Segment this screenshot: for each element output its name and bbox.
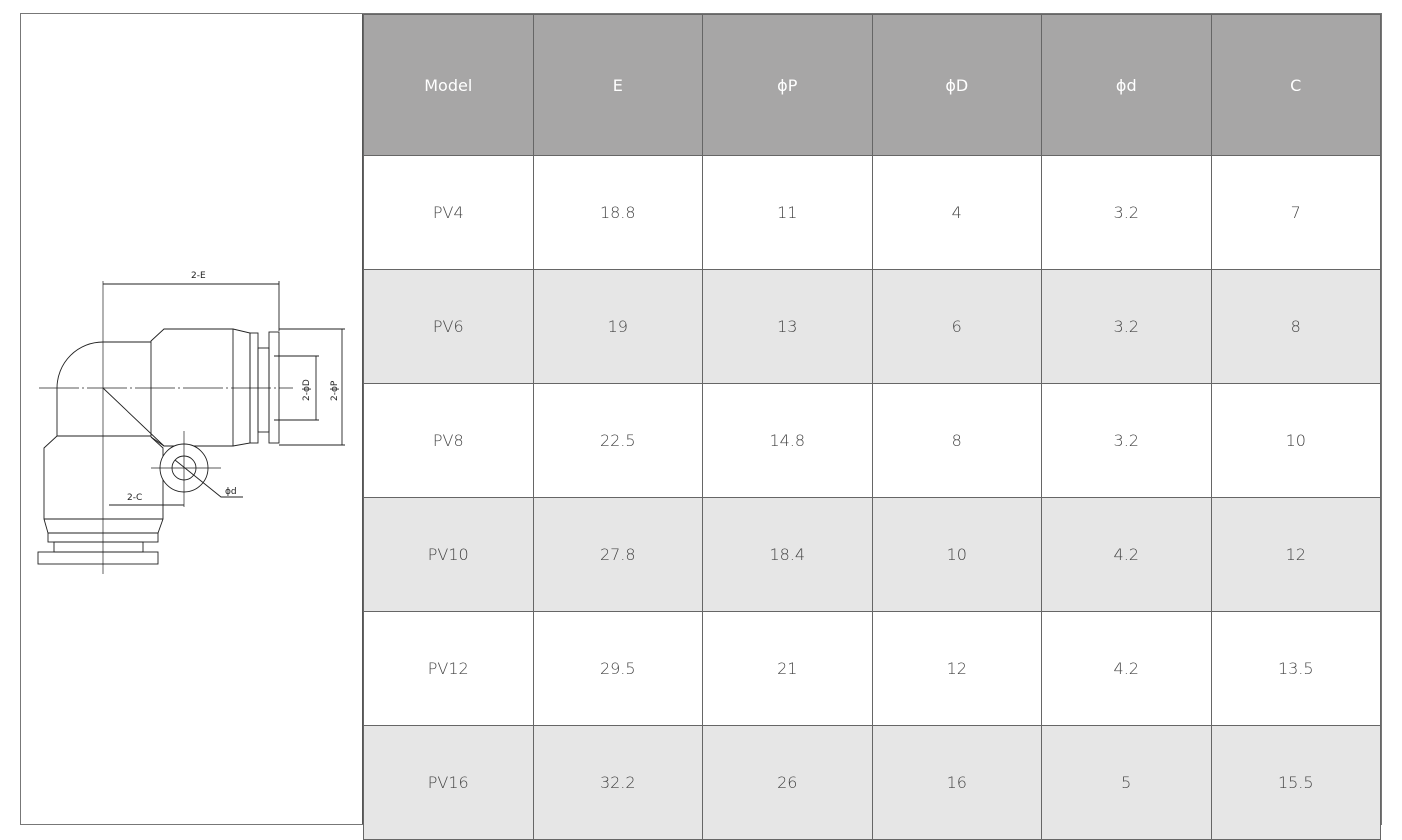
- table-cell: 7: [1210, 155, 1381, 270]
- table-cell: 18.8: [532, 155, 703, 270]
- table-cell: 19: [532, 269, 703, 384]
- table-cell: 16: [871, 725, 1042, 840]
- header-e: E: [532, 14, 703, 156]
- table-cell: 4.2: [1041, 497, 1212, 612]
- table-row: PV6 19 13 6 3.2 8: [363, 269, 1381, 384]
- table-cell: PV10: [363, 497, 534, 612]
- header-d-inner: ϕd: [1041, 14, 1212, 156]
- table-cell: 3.2: [1041, 269, 1212, 384]
- table-cell: PV6: [363, 269, 534, 384]
- table-cell: 29.5: [532, 611, 703, 726]
- dimension-table: Model E ϕP ϕD ϕd C PV4 18.8 11 4 3.2 7 PV6 19 13…: [363, 14, 1381, 840]
- table-cell: PV12: [363, 611, 534, 726]
- spec-frame: 2-E 2-ϕD 2-ϕP: [20, 13, 1382, 840]
- table-cell: 11: [702, 155, 873, 270]
- table-cell: 21: [702, 611, 873, 726]
- table-cell: 14.8: [702, 383, 873, 498]
- table-cell: 4.2: [1041, 611, 1212, 726]
- dim-label-c: 2-C: [127, 493, 142, 503]
- table-cell: 4: [871, 155, 1042, 270]
- table-cell: 10: [1210, 383, 1381, 498]
- elbow-fitting-drawing: 2-E 2-ϕD 2-ϕP: [37, 271, 345, 574]
- header-d-outer: ϕD: [871, 14, 1042, 156]
- table-cell: PV8: [363, 383, 534, 498]
- table-row: PV10 27.8 18.4 10 4.2 12: [363, 497, 1381, 612]
- technical-drawing-cell: 2-E 2-ϕD 2-ϕP: [21, 14, 363, 824]
- table-header-row: Model E ϕP ϕD ϕd C: [363, 14, 1381, 156]
- dim-label-e: 2-E: [191, 271, 206, 281]
- table-cell: 8: [871, 383, 1042, 498]
- table-cell: 3.2: [1041, 155, 1212, 270]
- table-cell: PV16: [363, 725, 534, 840]
- table-cell: PV4: [363, 155, 534, 270]
- table-cell: 18.4: [702, 497, 873, 612]
- table-row: PV16 32.2 26 16 5 15.5: [363, 725, 1381, 840]
- dim-label-d-inner: ϕd: [225, 487, 237, 497]
- table-cell: 26: [702, 725, 873, 840]
- table-cell: 13: [702, 269, 873, 384]
- table-cell: 12: [871, 611, 1042, 726]
- table-cell: 32.2: [532, 725, 703, 840]
- table-cell: 12: [1210, 497, 1381, 612]
- table-cell: 13.5: [1210, 611, 1381, 726]
- table-cell: 15.5: [1210, 725, 1381, 840]
- header-model: Model: [363, 14, 534, 156]
- dim-label-d-outer: 2-ϕD: [302, 379, 312, 401]
- table-cell: 27.8: [532, 497, 703, 612]
- dim-label-p: 2-ϕP: [330, 380, 340, 401]
- table-cell: 6: [871, 269, 1042, 384]
- table-cell: 5: [1041, 725, 1212, 840]
- header-p: ϕP: [702, 14, 873, 156]
- table-cell: 22.5: [532, 383, 703, 498]
- table-row: PV4 18.8 11 4 3.2 7: [363, 155, 1381, 270]
- table-cell: 10: [871, 497, 1042, 612]
- header-c: C: [1210, 14, 1381, 156]
- table-row: PV8 22.5 14.8 8 3.2 10: [363, 383, 1381, 498]
- table-row: PV12 29.5 21 12 4.2 13.5: [363, 611, 1381, 726]
- table-cell: 8: [1210, 269, 1381, 384]
- table-cell: 3.2: [1041, 383, 1212, 498]
